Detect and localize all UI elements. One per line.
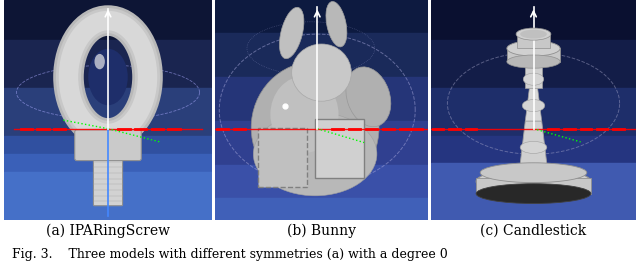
Bar [4,154,212,220]
Ellipse shape [476,168,591,195]
Bar [4,0,212,40]
Polygon shape [525,62,541,88]
Ellipse shape [88,49,128,105]
Bar [4,172,212,220]
Ellipse shape [253,112,377,196]
Ellipse shape [292,44,351,101]
Bar [476,178,591,193]
Bar [431,40,636,88]
Bar [431,88,636,136]
Bar [431,163,636,220]
Bar [215,77,428,121]
Polygon shape [507,49,560,62]
Text: Fig. 3.    Three models with different symmetries (a) with a degree 0: Fig. 3. Three models with different symm… [12,248,447,261]
Text: (c) Candlestick: (c) Candlestick [481,224,587,238]
Ellipse shape [520,30,547,39]
Ellipse shape [516,28,551,40]
Bar [258,128,307,187]
FancyBboxPatch shape [75,130,141,161]
Bar [4,88,212,136]
Bar [215,121,428,165]
Text: (a) IPARingScrew: (a) IPARingScrew [46,224,170,238]
Ellipse shape [476,184,591,203]
Bar [215,165,428,198]
Bar [431,180,636,220]
Bar [215,198,428,220]
Bar [431,0,636,40]
Ellipse shape [95,54,105,69]
Ellipse shape [280,7,304,59]
Ellipse shape [522,99,545,112]
Ellipse shape [520,141,547,154]
Bar [4,180,212,220]
Bar [431,136,636,180]
Ellipse shape [524,73,544,85]
Ellipse shape [346,67,391,127]
Bar [215,0,428,33]
FancyBboxPatch shape [93,157,123,206]
Polygon shape [525,88,541,121]
Bar [4,40,212,88]
Ellipse shape [480,163,587,183]
Ellipse shape [507,55,560,68]
Ellipse shape [252,62,379,193]
Polygon shape [517,35,550,49]
Bar [215,33,428,77]
Text: (b) Bunny: (b) Bunny [287,224,356,238]
Ellipse shape [507,41,560,56]
Ellipse shape [270,76,339,153]
Ellipse shape [326,2,347,47]
Bar [4,136,212,180]
Polygon shape [519,121,548,173]
Bar [315,119,364,178]
